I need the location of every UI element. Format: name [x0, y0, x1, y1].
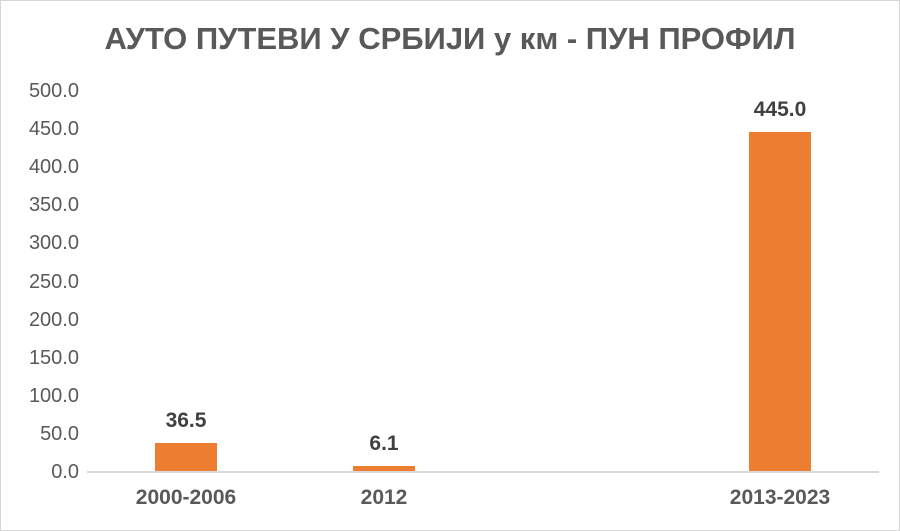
y-axis-tick-label: 350.0	[28, 194, 79, 217]
y-axis-tick-label: 250.0	[28, 270, 79, 293]
bar	[155, 443, 217, 471]
y-axis-tick-label: 500.0	[28, 80, 79, 102]
y-axis-tick-label: 450.0	[28, 118, 79, 141]
x-axis-category-label: 2013-2023	[729, 486, 831, 509]
x-axis-category-label: 2012	[360, 486, 408, 509]
y-axis-tick-label: 400.0	[28, 156, 79, 179]
bar-data-label: 36.5	[165, 409, 207, 432]
bar	[749, 132, 811, 471]
y-axis-tick-label: 300.0	[28, 232, 79, 255]
y-axis-tick-label: 0.0	[51, 461, 79, 483]
x-axis-line	[87, 471, 879, 473]
bar	[353, 466, 415, 471]
x-axis-category-label: 2000-2006	[135, 486, 237, 509]
y-axis-tick-label: 50.0	[40, 422, 79, 445]
y-axis-tick-label: 100.0	[28, 384, 79, 407]
y-axis-tick-label: 150.0	[28, 346, 79, 369]
bar-data-label: 6.1	[369, 432, 399, 455]
bar-data-label: 445.0	[753, 98, 807, 121]
y-axis-tick-label: 200.0	[28, 308, 79, 331]
chart-title: АУТО ПУТЕВИ У СРБИЈИ у км - ПУН ПРОФИЛ	[104, 21, 796, 56]
